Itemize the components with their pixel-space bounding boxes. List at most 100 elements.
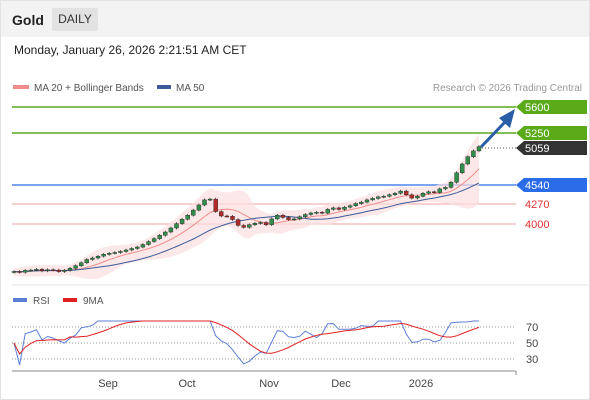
candle-body bbox=[78, 262, 84, 266]
rsi-ma-legend-swatch bbox=[63, 298, 77, 302]
candle-body bbox=[90, 257, 95, 260]
candle-body bbox=[297, 216, 302, 220]
rsi-lines bbox=[13, 320, 480, 366]
x-label-sep: Sep bbox=[98, 378, 118, 390]
candle-body bbox=[62, 270, 67, 272]
projection-arrowhead bbox=[499, 109, 515, 128]
rsi-legend-swatch bbox=[13, 298, 27, 302]
candle-body bbox=[140, 244, 146, 248]
tag-last-price bbox=[516, 141, 587, 155]
candle-body bbox=[308, 212, 314, 215]
candle-body bbox=[420, 193, 426, 197]
candle-body bbox=[291, 218, 297, 221]
candle-body bbox=[45, 269, 50, 271]
candle-body bbox=[129, 248, 134, 251]
candle-body bbox=[370, 198, 375, 201]
candle-body bbox=[303, 214, 308, 217]
rsi-axis-50: 50 bbox=[526, 338, 538, 350]
candle-body bbox=[163, 231, 168, 236]
candle-body bbox=[325, 209, 330, 214]
tag-5250-label: 5250 bbox=[525, 128, 549, 140]
candle-body bbox=[426, 191, 431, 194]
candle-body bbox=[364, 199, 370, 203]
candle-body bbox=[39, 269, 45, 272]
timeframe-tab-daily[interactable]: DAILY bbox=[52, 8, 98, 31]
instrument-title: Gold bbox=[12, 12, 44, 28]
tag-4540-label: 4540 bbox=[525, 180, 549, 192]
rsi-ma-line bbox=[13, 320, 480, 355]
candle-body bbox=[432, 191, 437, 194]
candle-body bbox=[376, 196, 381, 199]
candle-body bbox=[460, 163, 465, 174]
candle-body bbox=[179, 218, 185, 224]
bollinger-band-area bbox=[14, 134, 479, 280]
candle-body bbox=[224, 215, 230, 218]
candle-body bbox=[34, 269, 39, 271]
candle-body bbox=[286, 217, 291, 220]
candle-body bbox=[146, 241, 151, 245]
candle-body bbox=[319, 212, 325, 214]
candle-body bbox=[196, 204, 202, 211]
candle-body bbox=[476, 146, 482, 152]
ma20-line bbox=[13, 168, 480, 273]
copyright-text: Research © 2026 Trading Central bbox=[433, 83, 582, 94]
x-label-2026: 2026 bbox=[409, 378, 433, 390]
candle-body bbox=[471, 150, 476, 157]
candle-body bbox=[157, 235, 162, 239]
candle-body bbox=[17, 271, 22, 273]
candle-body bbox=[106, 253, 112, 255]
candle-body bbox=[404, 190, 409, 196]
candle-body bbox=[73, 265, 78, 269]
candle-body bbox=[454, 172, 459, 183]
candlesticks bbox=[11, 145, 482, 274]
ma50-legend-label: MA 50 bbox=[176, 83, 205, 94]
candle-body bbox=[359, 201, 364, 204]
tag-5600-label: 5600 bbox=[525, 102, 549, 114]
moving-averages bbox=[13, 168, 480, 273]
ma50-line bbox=[13, 182, 480, 273]
candle-body bbox=[67, 267, 73, 271]
candle-body bbox=[101, 254, 106, 257]
ma20-legend-swatch bbox=[13, 85, 29, 89]
candle-body bbox=[23, 270, 28, 273]
x-label-dec: Dec bbox=[331, 378, 351, 390]
tag-4540 bbox=[516, 178, 587, 192]
candle-body bbox=[448, 182, 454, 188]
candle-body bbox=[230, 216, 235, 220]
candle-body bbox=[207, 198, 213, 201]
candle-body bbox=[28, 269, 33, 272]
bollinger-bands bbox=[14, 134, 479, 280]
candle-body bbox=[168, 227, 174, 233]
rsi-ma-legend-label: 9MA bbox=[83, 296, 104, 307]
candle-body bbox=[11, 271, 17, 273]
ma50-legend-swatch bbox=[157, 85, 171, 89]
candle-body bbox=[387, 194, 392, 197]
candle-body bbox=[275, 214, 280, 220]
projection-arrow bbox=[479, 119, 508, 149]
candle-body bbox=[392, 193, 398, 196]
tag-5250 bbox=[516, 126, 587, 140]
candle-body bbox=[112, 252, 118, 254]
candle-body bbox=[347, 205, 353, 208]
candle-body bbox=[353, 203, 358, 206]
candle-body bbox=[123, 249, 129, 252]
candle-body bbox=[202, 199, 207, 206]
candle-body bbox=[437, 188, 442, 193]
candle-body bbox=[95, 255, 101, 259]
candle-body bbox=[263, 222, 269, 225]
tag-4270-label: 4270 bbox=[525, 199, 549, 211]
x-label-oct: Oct bbox=[178, 378, 195, 390]
candle-body bbox=[56, 269, 61, 272]
candle-body bbox=[118, 251, 123, 253]
tag-last-price-label: 5059 bbox=[525, 143, 549, 155]
candle-body bbox=[465, 156, 470, 165]
candle-body bbox=[174, 223, 179, 229]
candle-body bbox=[398, 190, 403, 194]
candle-body bbox=[443, 187, 448, 190]
candle-body bbox=[331, 207, 336, 210]
candle-body bbox=[151, 238, 157, 242]
candle-body bbox=[191, 209, 196, 216]
candle-body bbox=[280, 214, 286, 218]
candle-body bbox=[314, 212, 319, 214]
tag-5600 bbox=[516, 100, 587, 114]
